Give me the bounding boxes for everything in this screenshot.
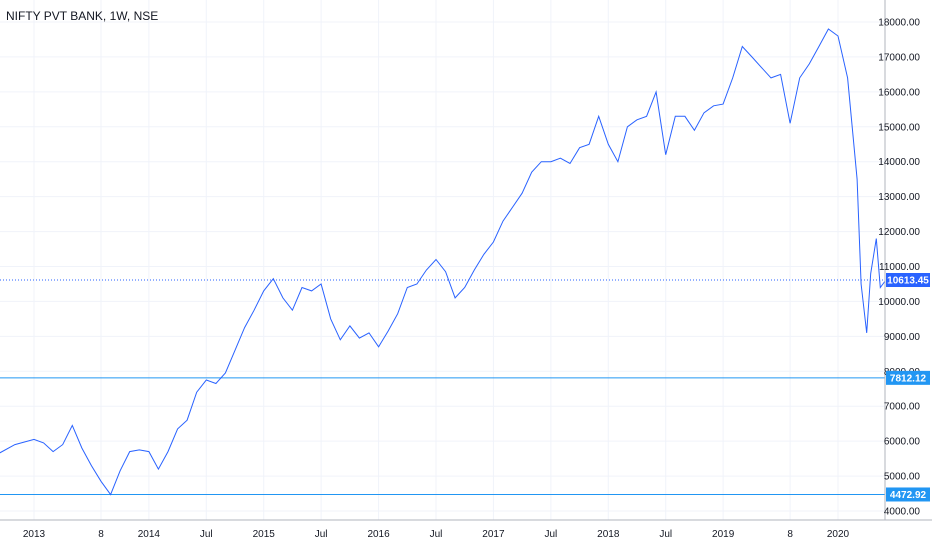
price-tag-label: 10613.45 [887,276,929,287]
price-tick-label: 9000.00 [884,332,921,343]
time-tick-label: 8 [787,529,793,540]
price-axis[interactable]: 18000.00 17000.00 16000.00 15000.00 14000.00… [878,18,920,518]
price-line-series [0,28,887,496]
price-tag-label: 7812.12 [890,373,927,384]
price-tick-label: 10000.00 [878,297,920,308]
chart-title: NIFTY PVT BANK, 1W, NSE [6,9,158,23]
price-axis-background [885,0,932,520]
price-tick-label: 16000.00 [878,87,920,98]
price-tag-label: 4472.92 [890,490,927,501]
time-tick-label: 2016 [367,529,390,540]
price-tick-label: 5000.00 [884,472,921,483]
price-tick-label: 4000.00 [884,507,921,518]
time-tick-label: Jul [315,529,328,540]
price-tag-bg [886,487,930,502]
price-tick-label: 13000.00 [878,192,920,203]
price-lines [0,279,885,495]
price-tick-label: 12000.00 [878,227,920,238]
price-tick-label: 18000.00 [878,18,920,29]
gridlines [0,0,885,520]
price-tick-label: 17000.00 [878,52,920,63]
time-axis[interactable]: 2013 8 2014 Jul 2015 Jul 2016 Jul 2017 Jul 2018 Jul… [23,529,850,540]
price-tick-label: 6000.00 [884,437,921,448]
time-tick-label: Jul [659,529,672,540]
time-tick-label: 2018 [597,529,620,540]
time-tick-label: 2015 [253,529,276,540]
time-tick-label: Jul [544,529,557,540]
price-tick-label: 7000.00 [884,402,921,413]
time-tick-label: 2013 [23,529,46,540]
price-tags: 10613.45 7812.12 4472.92 [886,273,930,502]
time-tick-label: 2019 [712,529,735,540]
time-tick-label: 8 [98,529,104,540]
time-tick-label: 2017 [482,529,505,540]
time-tick-label: 2014 [138,529,161,540]
price-tag-bg [886,370,930,385]
time-tick-label: 2020 [827,529,850,540]
time-tick-label: Jul [430,529,443,540]
price-tick-label: 15000.00 [878,122,920,133]
price-tick-label: 14000.00 [878,157,920,168]
price-tick-label: 11000.00 [879,262,920,273]
time-tick-label: Jul [200,529,213,540]
price-tag-bg [886,273,930,288]
